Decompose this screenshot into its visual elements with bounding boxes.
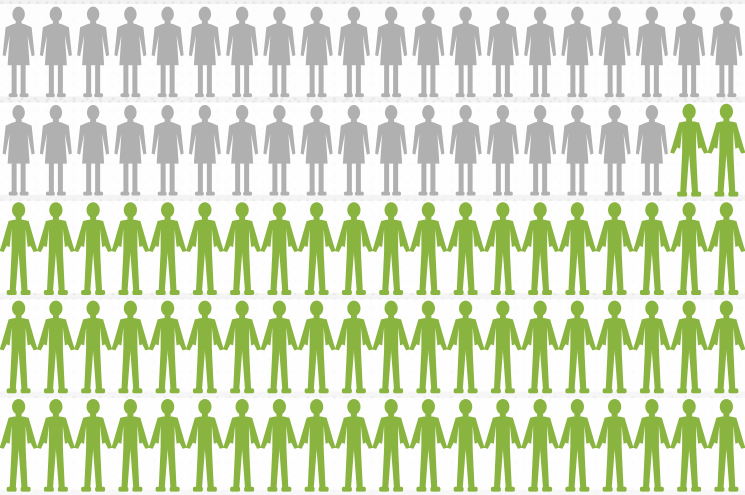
row-band bbox=[0, 200, 745, 294]
row-band bbox=[0, 299, 745, 392]
row-band bbox=[0, 102, 745, 195]
row-band bbox=[0, 4, 745, 97]
row-band bbox=[0, 397, 745, 490]
